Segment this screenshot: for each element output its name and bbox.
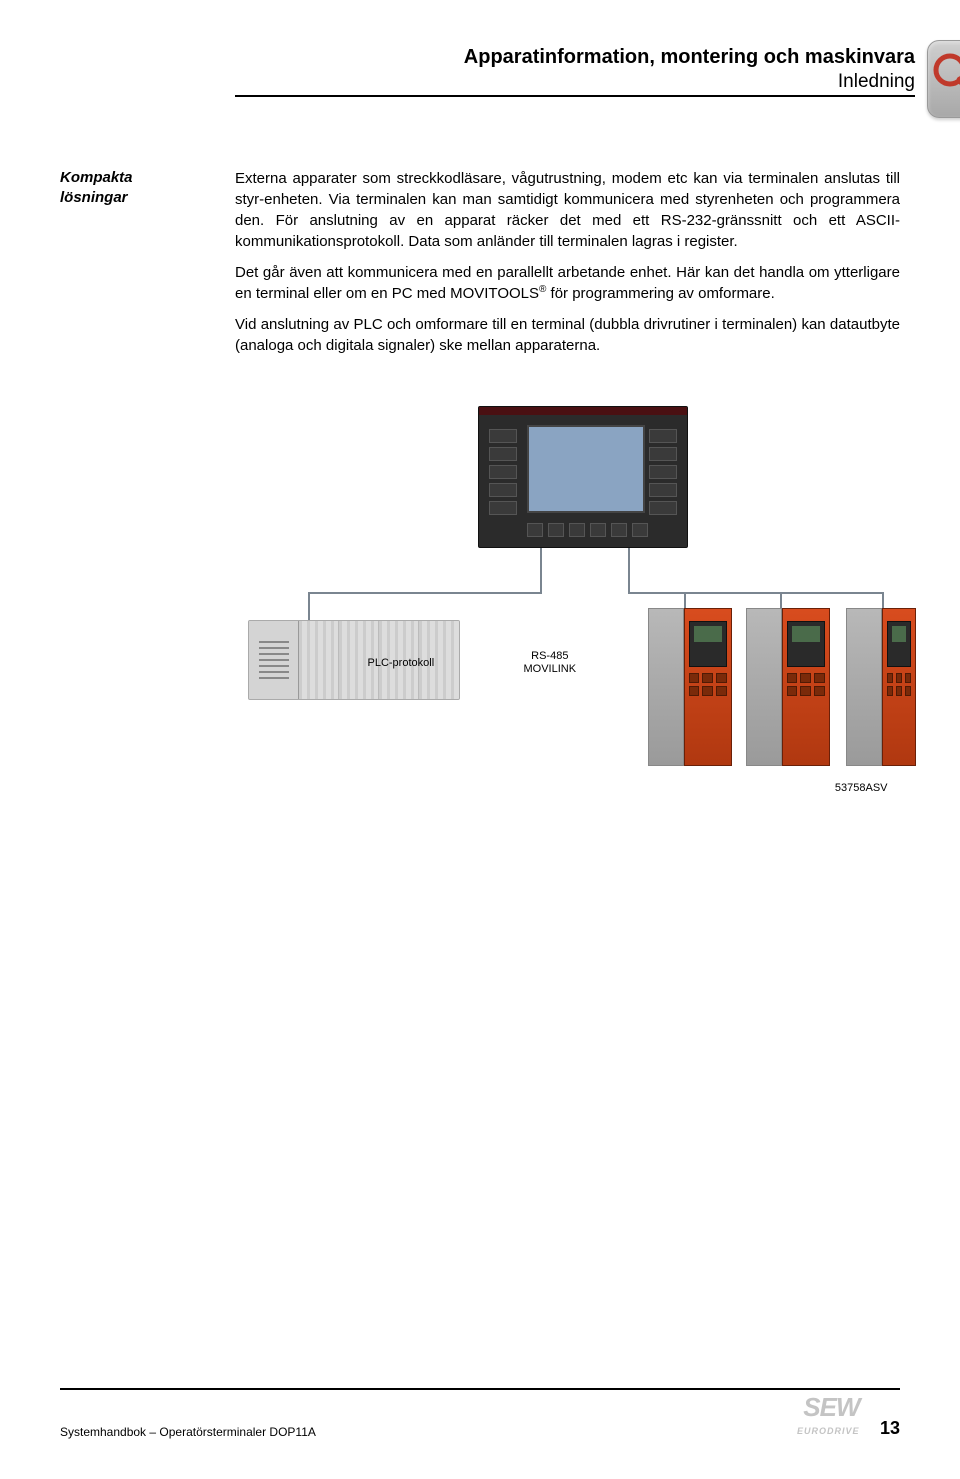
rs485-label-l1: RS-485	[531, 650, 568, 662]
body-text: Externa apparater som streckkodläsare, v…	[235, 168, 900, 786]
footer-doc-title: Systemhandbok – Operatörsterminaler DOP1…	[60, 1425, 316, 1439]
drive-unit	[746, 608, 830, 766]
page-number: 13	[880, 1418, 900, 1438]
plc-protocol-label: PLC-protokoll	[368, 656, 435, 671]
header-subtitle: Inledning	[235, 71, 915, 93]
connection-line	[628, 592, 884, 594]
connection-line	[308, 592, 542, 594]
section-heading: Kompakta lösningar	[60, 168, 235, 209]
header-title: Apparatinformation, montering och maskin…	[235, 46, 915, 69]
header-divider	[235, 95, 915, 97]
footer-divider	[60, 1388, 900, 1390]
section-heading-l2: lösningar	[60, 189, 128, 206]
connection-line	[308, 592, 310, 622]
drive-unit	[846, 608, 916, 766]
connection-line	[540, 548, 542, 592]
magnifier-icon	[927, 40, 960, 118]
rs485-label: RS-485 MOVILINK	[524, 650, 577, 676]
connection-line	[628, 548, 630, 592]
footer-right: SEW EURODRIVE 13	[797, 1396, 900, 1439]
paragraph-1: Externa apparater som streckkodläsare, v…	[235, 168, 900, 252]
drive-unit	[648, 608, 732, 766]
p2-part-b: för programmering av omformare.	[546, 285, 774, 302]
figure-code: 53758ASV	[835, 781, 888, 796]
hmi-terminal	[478, 406, 688, 548]
paragraph-2: Det går även att kommunicera med en para…	[235, 262, 900, 304]
page-header: Apparatinformation, montering och maskin…	[235, 40, 900, 118]
section-heading-l1: Kompakta	[60, 169, 133, 186]
sew-logo: SEW	[803, 1392, 859, 1422]
system-diagram: PLC-protokoll RS-485 MOVILINK	[248, 406, 888, 786]
page-footer: Systemhandbok – Operatörsterminaler DOP1…	[60, 1388, 900, 1439]
sew-logo-sub: EURODRIVE	[797, 1426, 860, 1436]
paragraph-3: Vid anslutning av PLC och omformare till…	[235, 314, 900, 356]
rs485-label-l2: MOVILINK	[524, 663, 577, 675]
